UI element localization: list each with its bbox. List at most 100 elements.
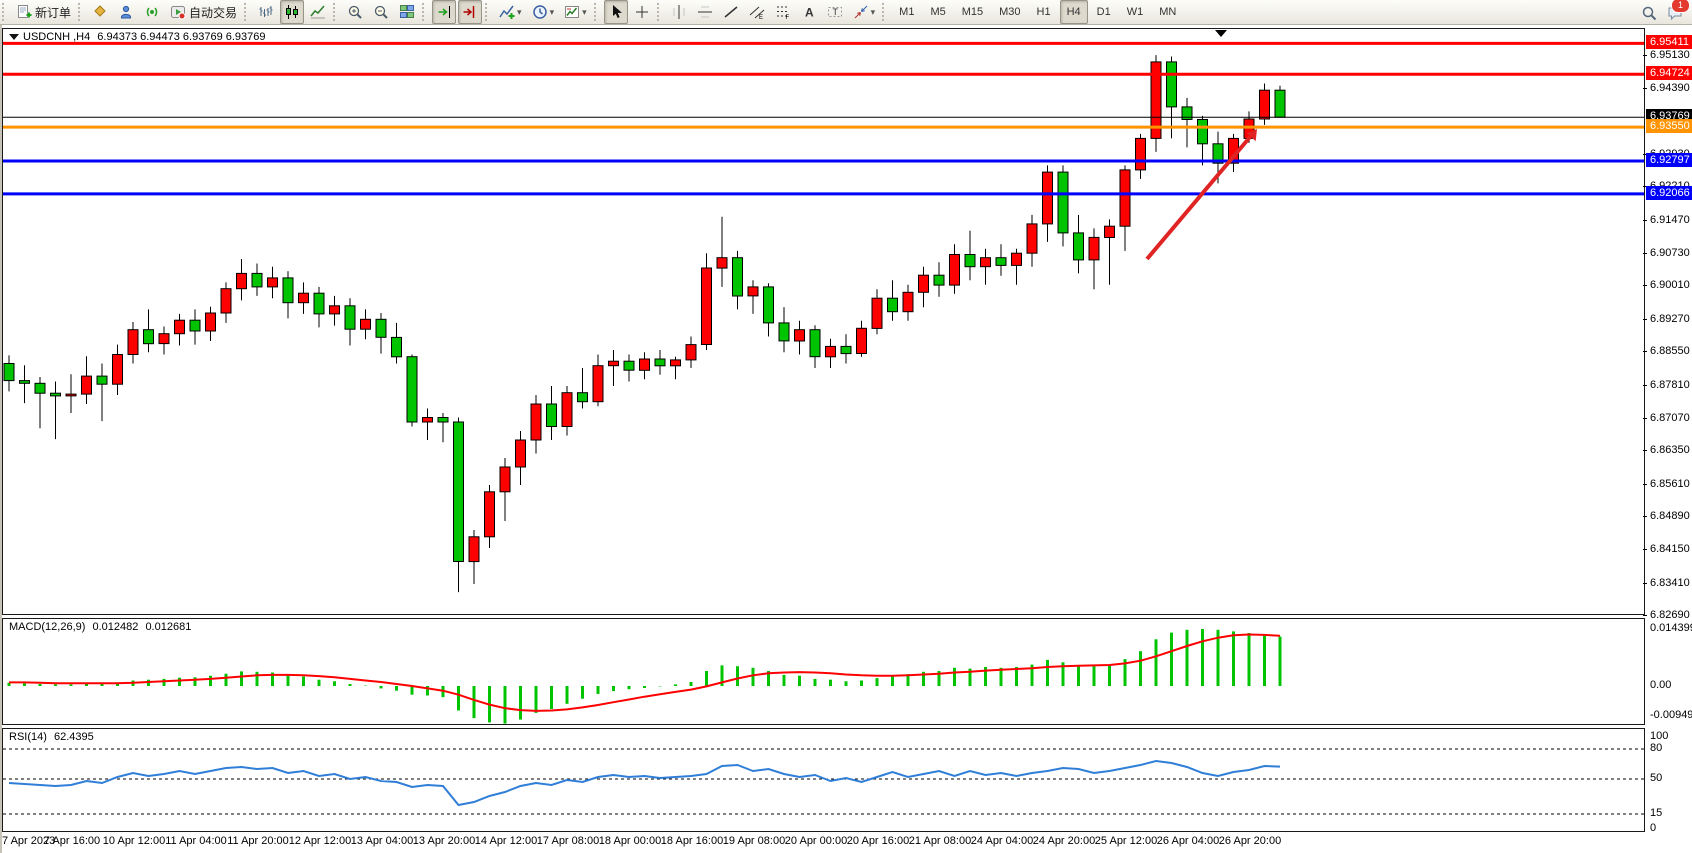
time-tick-label: 17 Apr 08:00 [536, 835, 600, 847]
new-order-button[interactable]: 新订单 [12, 0, 75, 24]
axis-tick-label: 6.88550 [1650, 345, 1690, 357]
candlestick-button[interactable] [280, 0, 305, 24]
toolbar: 新订单 自动交易 ▾ ▾ ▾ E F A T ▾ M1 M5 M15 M30 H1 H4 D1 W1 MN 1 [0, 0, 1692, 25]
axis-tick [1643, 549, 1647, 550]
symbol-menu-icon[interactable] [9, 34, 19, 41]
person-icon [121, 5, 132, 19]
axis-tick [1643, 253, 1647, 254]
rsi-pane[interactable]: RSI(14) 62.4395 [2, 728, 1645, 832]
axis-tick [1643, 351, 1647, 352]
label-button[interactable]: T [823, 0, 847, 24]
chart-shift-button[interactable] [458, 0, 483, 24]
rsi-chart[interactable] [3, 729, 1644, 831]
trendline-button[interactable] [719, 0, 743, 24]
axis-tick [1643, 88, 1647, 89]
time-tick-label: 14 Apr 12:00 [474, 835, 538, 847]
time-tick-label: 13 Apr 20:00 [412, 835, 476, 847]
price-chart-pane[interactable]: USDCNH ,H4 6.94373 6.94473 6.93769 6.937… [2, 28, 1645, 615]
svg-text:F: F [785, 15, 789, 20]
macd-label: MACD(12,26,9) 0.012482 0.012681 [9, 621, 195, 633]
time-tick-label: 26 Apr 04:00 [1156, 835, 1220, 847]
timeframe-m30[interactable]: M30 [999, 6, 1021, 18]
trend-arrow [1145, 135, 1252, 261]
time-tick-label: 7 Apr 16:00 [43, 835, 101, 847]
shapes-button[interactable]: ▾ [849, 0, 880, 24]
axis-tick [1643, 615, 1647, 616]
crosshair-button[interactable] [630, 0, 654, 24]
auto-trading-button[interactable]: 自动交易 [166, 0, 241, 24]
market-watch-button[interactable] [88, 0, 112, 24]
price-axis[interactable]: 6.951306.943906.929306.922106.914706.907… [1646, 25, 1692, 853]
axis-tick-label: 6.86350 [1650, 444, 1690, 456]
channel-button[interactable]: E [745, 0, 769, 24]
line-chart-button[interactable] [306, 0, 330, 24]
cursor-button[interactable] [603, 0, 628, 24]
time-tick-label: 7 Apr 2023 [2, 835, 56, 847]
time-tick-label: 24 Apr 04:00 [970, 835, 1034, 847]
signal-icon [146, 7, 158, 17]
search-icon [1642, 6, 1657, 21]
notifications-button[interactable]: 1 [1663, 0, 1690, 25]
candlestick-chart[interactable] [3, 29, 1644, 614]
toolbar-grip [2, 3, 9, 21]
axis-tick-label: 6.90010 [1650, 279, 1690, 291]
zoom-in-button[interactable] [343, 0, 367, 24]
tile-windows-button[interactable] [395, 0, 419, 24]
timeframe-m5[interactable]: M5 [930, 6, 946, 18]
auto-scroll-button[interactable] [432, 0, 457, 24]
axis-tick-label: 80 [1650, 742, 1663, 754]
toolbar-grip [78, 3, 85, 21]
axis-tick [1643, 285, 1647, 286]
axis-tick-label: 15 [1650, 807, 1663, 819]
axis-tick [1643, 220, 1647, 221]
axis-tick-label: 6.83410 [1650, 577, 1690, 589]
axis-tick-label: 6.94390 [1650, 82, 1690, 94]
timeframe-w1[interactable]: W1 [1126, 6, 1144, 18]
timeframe-h1[interactable]: H1 [1036, 6, 1051, 18]
text-button[interactable]: A [797, 0, 821, 24]
time-tick-label: 10 Apr 12:00 [102, 835, 166, 847]
timeframe-m15[interactable]: M15 [961, 6, 984, 18]
autotrade-icon [171, 6, 186, 20]
time-axis[interactable]: 7 Apr 2023 7 Apr 16:00 10 Apr 12:00 11 Apr … [2, 832, 1692, 853]
chartshift-icon [463, 6, 475, 18]
indicators-button[interactable]: ▾ [495, 0, 526, 24]
axis-tick-label: 50 [1650, 772, 1663, 784]
axis-tick-label: 100 [1650, 730, 1669, 742]
timeframe-m1[interactable]: M1 [899, 6, 915, 18]
textT-icon: T [827, 7, 842, 17]
templates-button[interactable]: ▾ [560, 0, 591, 24]
fibo-icon: F [776, 6, 789, 20]
zoom-out-button[interactable] [369, 0, 393, 24]
vertical-line-button[interactable] [667, 0, 691, 24]
macd-pane[interactable]: MACD(12,26,9) 0.012482 0.012681 [2, 618, 1645, 725]
hline-icon [697, 6, 712, 18]
indicator-icon [499, 5, 515, 19]
bar-chart-button[interactable] [254, 0, 278, 24]
horizontal-line-button[interactable] [693, 0, 717, 24]
toolbar-grip [485, 3, 492, 21]
time-tick-label: 25 Apr 12:00 [1094, 835, 1158, 847]
time-tick-label: 21 Apr 08:00 [908, 835, 972, 847]
timeframe-h4[interactable]: H4 [1059, 0, 1088, 24]
search-button[interactable] [1637, 1, 1661, 25]
axis-tick-label: 0 [1650, 822, 1657, 834]
time-tick-label: 18 Apr 16:00 [660, 835, 724, 847]
vline-icon [673, 5, 685, 19]
rsi-value: 62.4395 [53, 731, 94, 743]
timeframe-mn[interactable]: MN [1159, 6, 1177, 18]
axis-tick-label: 6.87810 [1650, 379, 1690, 391]
fibonacci-button[interactable]: F [771, 0, 795, 24]
profile-button[interactable] [114, 0, 138, 24]
signals-button[interactable] [140, 0, 164, 24]
toolbar-grip [656, 3, 664, 21]
periods-button[interactable]: ▾ [528, 0, 559, 24]
axis-tick-label: 0.014399 [1650, 622, 1692, 634]
macd-chart[interactable] [3, 619, 1644, 724]
axis-tick [1643, 385, 1647, 386]
notification-badge: 1 [1671, 0, 1690, 13]
price-level-badge: 6.93550 [1646, 119, 1692, 133]
timeframe-d1[interactable]: D1 [1096, 6, 1111, 18]
toolbar-right: 1 [1636, 0, 1690, 25]
